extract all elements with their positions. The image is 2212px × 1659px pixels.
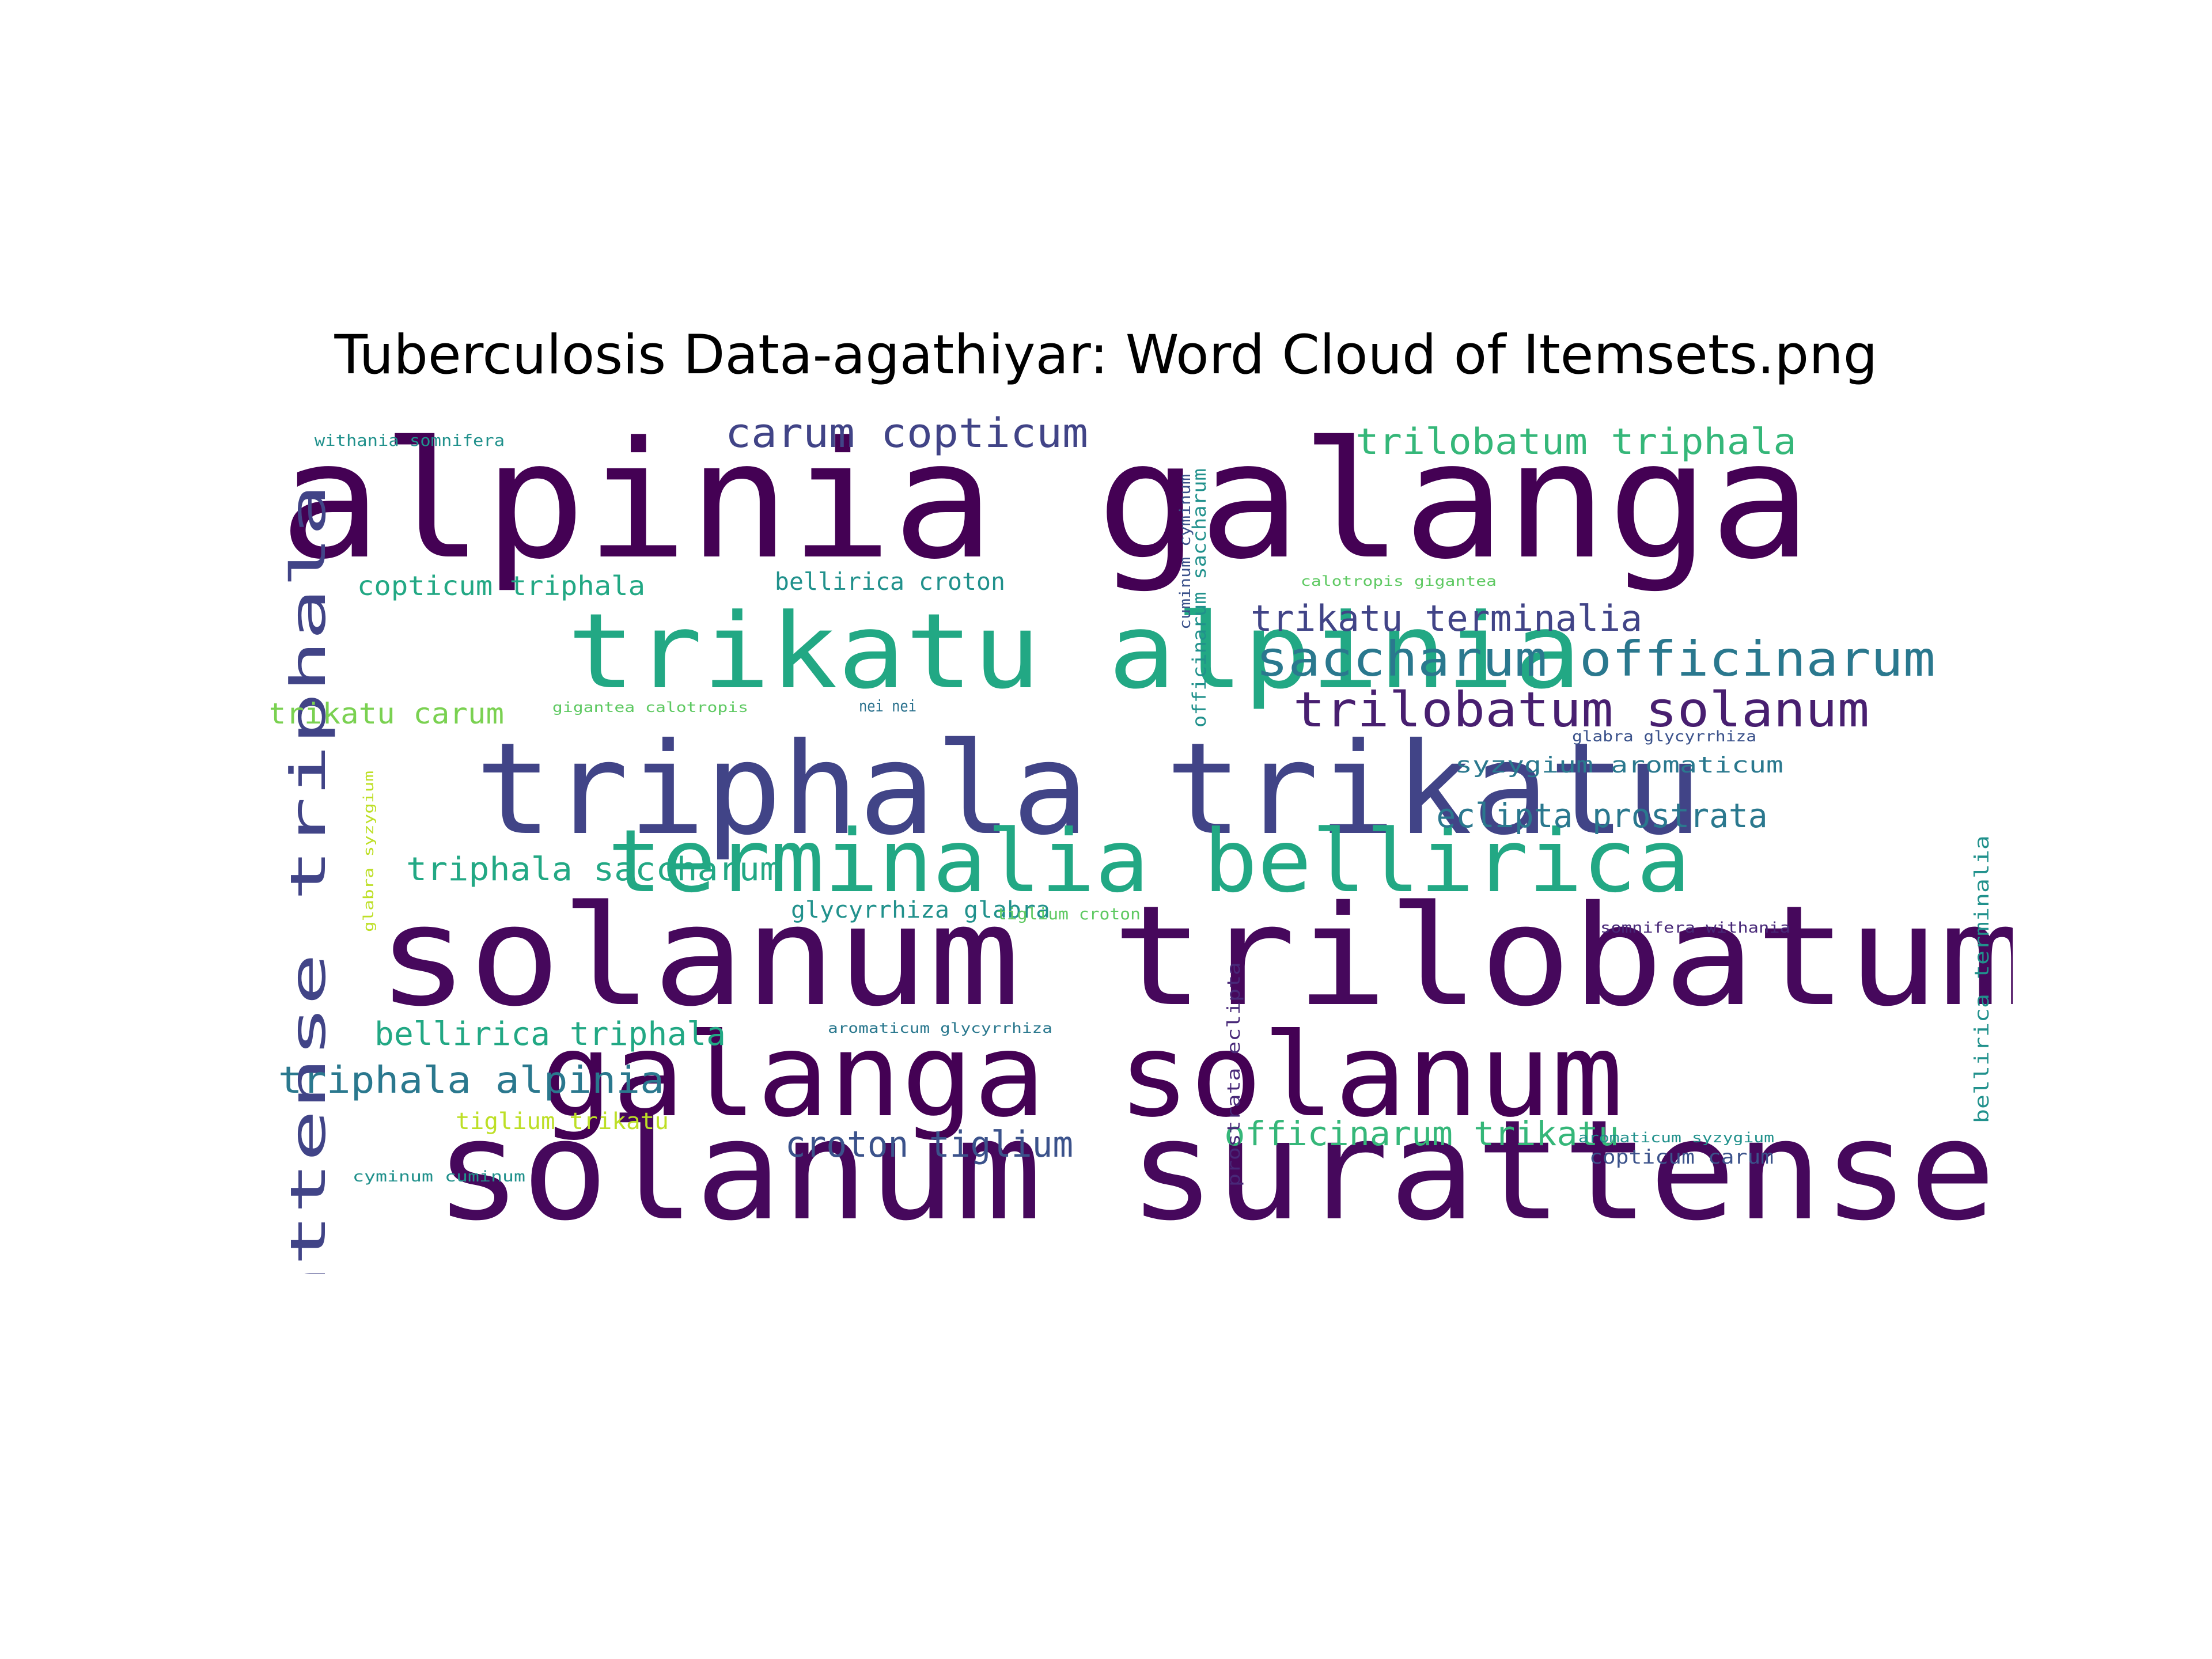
- word-glabra-syzygium: glabra syzygium: [361, 770, 377, 933]
- word-aromaticum-syzygium: aromaticum syzygium: [1578, 1130, 1775, 1146]
- word-trilobatum-triphala: trilobatum triphala: [1355, 421, 1797, 463]
- word-withania-somnifera: withania somnifera: [314, 431, 505, 450]
- word-trilobatum-solanum: trilobatum solanum: [1293, 681, 1870, 738]
- word-eclipta-prostrata: eclipta prostrata: [1436, 796, 1768, 835]
- word-officinarum-trikatu: officinarum trikatu: [1224, 1114, 1619, 1153]
- word-solanum-surattense: solanum surattense: [434, 1090, 1997, 1251]
- word-copticum-carum: copticum carum: [1589, 1146, 1774, 1169]
- word-terminalia-bellirica: terminalia bellirica: [607, 812, 1691, 912]
- chart-title: Tuberculosis Data-agathiyar: Word Cloud …: [334, 324, 1878, 387]
- word-glabra-glycyrrhiza: glabra glycyrrhiza: [1571, 728, 1757, 745]
- word-cuminum-cyminum: cuminum cyminum: [1177, 474, 1194, 630]
- word-croton-tiglium: croton tiglium: [785, 1123, 1074, 1165]
- word-somnifera-withania: somnifera withania: [1600, 919, 1790, 937]
- word-trikatu-terminalia: trikatu terminalia: [1251, 597, 1642, 639]
- word-alpinia-galanga: alpinia galanga: [279, 407, 1812, 595]
- word-calotropis-gigantea: calotropis gigantea: [1300, 573, 1497, 589]
- word-cloud: alpinia galanga solanum trilobatum solan…: [271, 403, 2013, 1274]
- word-saccharum-officinarum: saccharum officinarum: [1256, 631, 1936, 687]
- word-trikatu-carum: trikatu carum: [271, 697, 505, 730]
- word-tiglium-trikatu: tiglium trikatu: [456, 1108, 669, 1135]
- word-trikatu-alpinia: trikatu alpinia: [567, 592, 1582, 712]
- word-bellirica-triphala: bellirica triphala: [374, 1016, 726, 1053]
- word-solanum-trilobatum: solanum trilobatum: [377, 876, 2013, 1037]
- word-nei-nei: nei nei: [858, 696, 917, 715]
- word-bellirica-croton: bellirica croton: [774, 567, 1006, 596]
- word-gigantea-calotropis: gigantea calotropis: [552, 699, 749, 715]
- word-syzygium-aromaticum: syzygium aromaticum: [1455, 752, 1783, 778]
- word-copticum-triphala: copticum triphala: [357, 570, 646, 601]
- word-cyminum-cuminum: cyminum cuminum: [352, 1168, 526, 1185]
- word-carum-copticum: carum copticum: [725, 410, 1089, 457]
- word-aromaticum-glycyrrhiza: aromaticum glycyrrhiza: [827, 1020, 1053, 1036]
- word-prostrata-eclipta: prostrata eclipta: [1224, 962, 1244, 1187]
- word-glycyrrhiza-glabra: glycyrrhiza glabra: [791, 897, 1050, 923]
- word-surattense-triphala: surattense triphala: [280, 484, 336, 1274]
- word-triphala-trikatu: triphala trikatu: [475, 715, 1702, 863]
- word-tiglium-croton: tiglium croton: [997, 904, 1141, 923]
- word-galanga-solanum: galanga solanum: [540, 1009, 1624, 1143]
- word-bellirica-terminalia: bellirica terminalia: [1971, 835, 1994, 1123]
- word-triphala-alpinia: triphala alpinia: [278, 1059, 665, 1102]
- word-triphala-saccharum: triphala saccharum: [406, 851, 781, 888]
